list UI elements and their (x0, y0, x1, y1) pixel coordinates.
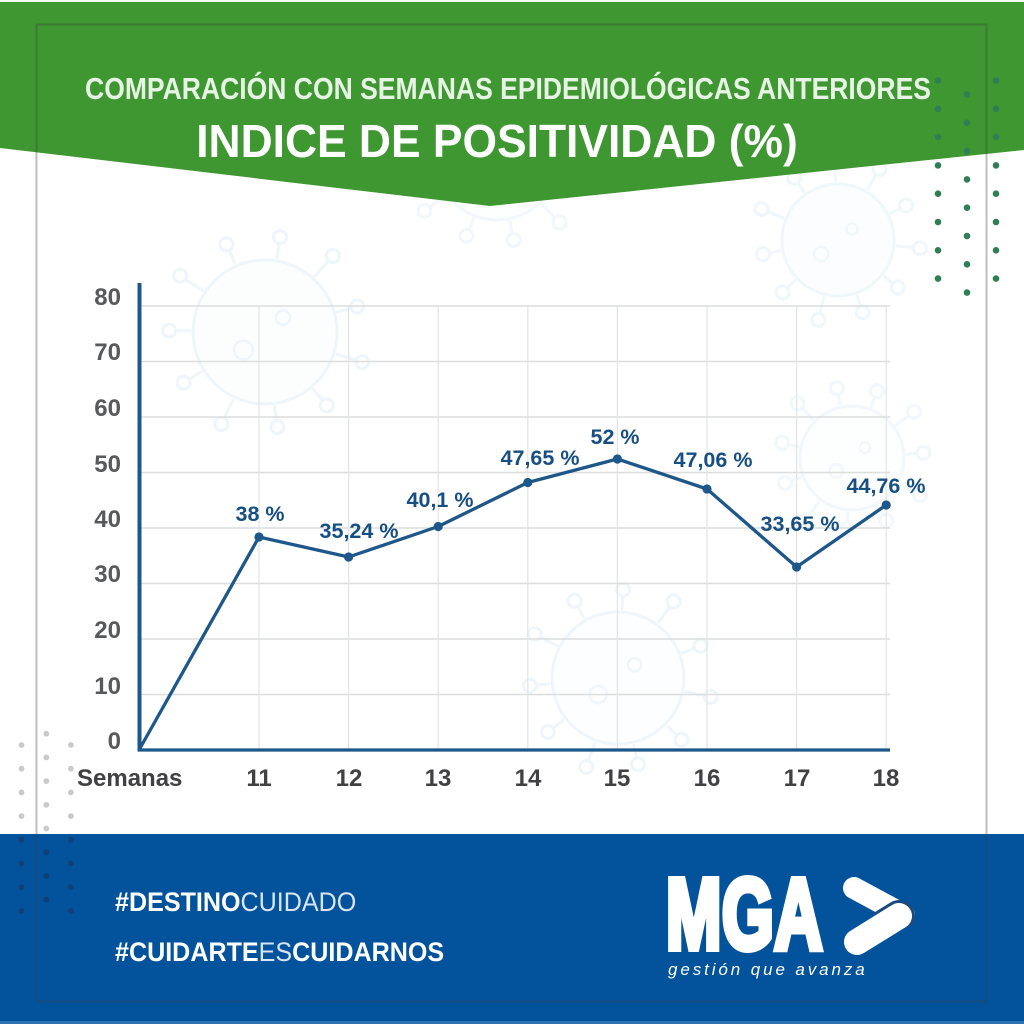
svg-text:18: 18 (873, 765, 900, 792)
svg-text:0: 0 (108, 728, 121, 755)
svg-text:52 %: 52 % (590, 425, 639, 449)
svg-text:11: 11 (246, 765, 271, 792)
svg-text:30: 30 (94, 561, 121, 588)
svg-text:14: 14 (515, 765, 542, 792)
svg-text:80: 80 (94, 284, 121, 311)
svg-text:50: 50 (94, 451, 121, 478)
svg-text:Semanas: Semanas (77, 765, 182, 792)
svg-text:12: 12 (336, 765, 363, 792)
svg-text:16: 16 (694, 765, 721, 792)
svg-text:COMPARACIÓN CON SEMANAS EPIDEM: COMPARACIÓN CON SEMANAS EPIDEMIOLÓGICAS … (85, 70, 931, 107)
svg-text:47,06 %: 47,06 % (674, 448, 753, 472)
svg-text:38 %: 38 % (235, 502, 284, 526)
svg-text:20: 20 (94, 617, 121, 644)
svg-text:33,65 %: 33,65 % (761, 512, 840, 536)
svg-text:INDICE DE POSITIVIDAD (%): INDICE DE POSITIVIDAD (%) (196, 115, 798, 167)
svg-text:#DESTINOCUIDADO: #DESTINOCUIDADO (115, 886, 356, 917)
svg-text:44,76 %: 44,76 % (847, 474, 926, 498)
svg-text:40: 40 (94, 506, 121, 533)
svg-text:47,65 %: 47,65 % (501, 446, 580, 470)
svg-text:17: 17 (784, 765, 811, 792)
svg-text:35,24 %: 35,24 % (320, 519, 399, 543)
svg-text:MGA: MGA (666, 858, 823, 970)
svg-text:#CUIDARTEESCUIDARNOS: #CUIDARTEESCUIDARNOS (115, 936, 444, 967)
svg-text:40,1 %: 40,1 % (407, 488, 474, 512)
svg-text:10: 10 (94, 673, 121, 700)
svg-text:15: 15 (604, 765, 631, 792)
svg-text:13: 13 (425, 765, 452, 792)
svg-text:70: 70 (94, 339, 121, 366)
svg-text:60: 60 (94, 395, 121, 422)
svg-text:gestión que avanza: gestión que avanza (668, 960, 868, 979)
